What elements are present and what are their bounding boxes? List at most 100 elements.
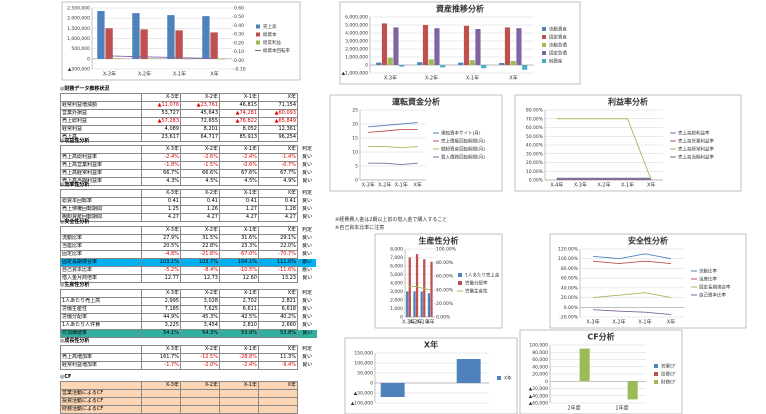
table-cell: 46,815 — [219, 101, 259, 110]
table-cell: 経常利益増減額 — [60, 101, 142, 110]
judgement: 良い — [302, 330, 313, 336]
table-cell: 流動比率 — [60, 234, 142, 243]
table-section: ◎生産性分析 X-3年 X-2年 X-1年 X年 判定 1人あたり売上高 2,995 3,028… — [60, 282, 317, 338]
table-cell: -5.2% — [141, 266, 181, 275]
bar — [458, 62, 464, 65]
chart-title: 利益率分析 — [607, 97, 648, 107]
table-cell: -21.8% — [180, 250, 220, 259]
section-title: ◎生産性分析 — [60, 282, 90, 288]
bar — [202, 16, 210, 59]
judgement: 良い — [301, 243, 312, 249]
table-cell: 売上高増加率 — [60, 353, 142, 362]
table-cell: 104.1% — [219, 258, 259, 267]
bar — [420, 291, 423, 317]
chart-frame — [339, 1, 581, 85]
table-cell: 111.0% — [258, 258, 298, 267]
judgement: 良い — [301, 154, 312, 160]
legend-label: 自己資本比率 — [699, 292, 726, 299]
table-cell: 66.6% — [180, 169, 220, 178]
table-cell — [180, 405, 220, 414]
table-cell: X-2年 — [180, 145, 220, 154]
table-cell: 付加価値率 — [60, 329, 142, 338]
table-cell: 71,154 — [258, 101, 298, 110]
x-tick-label: X-1年 — [395, 182, 408, 189]
table-cell: X-3年 — [141, 226, 181, 235]
table-cell: 固定長期適合率 — [60, 258, 142, 267]
y-tick-label: 120.00% — [558, 247, 579, 253]
legend-swatch — [256, 24, 260, 29]
table-cell — [60, 93, 142, 102]
section-title: ◎CF — [60, 374, 72, 380]
table-cell: -2.0% — [180, 361, 220, 370]
table-cell: 営業活動によるCF — [60, 389, 142, 398]
data-table: X-3年 X-2年 X-1年 X年 判定 売上高増加率 161.7% -12.5% -28.8%… — [60, 345, 317, 370]
judgement: 判定 — [301, 227, 312, 233]
legend-label: 流動資産 — [549, 26, 567, 33]
legend-label: 労働生産性 — [465, 288, 488, 295]
bar — [140, 29, 148, 59]
y2-tick-label: 100.00% — [436, 247, 457, 253]
table-cell: -4.8% — [141, 250, 181, 259]
table-cell: 2,995 — [141, 297, 181, 306]
table-cell: X-1年 — [219, 189, 259, 198]
y-tick-label: 60,000 — [532, 357, 548, 363]
y-tick-label: 150,000 — [354, 351, 373, 357]
bar — [210, 32, 218, 59]
y-tick-label: ▲1,000,000 — [342, 71, 368, 77]
y-tick-label: 0 — [87, 56, 90, 62]
table-cell: ▲76,822 — [219, 117, 259, 126]
table-cell: 3,225 — [141, 321, 181, 330]
table-row: 売上総利益 ▲57,283 72,655 ▲76,822 ▲65,849 — [60, 117, 298, 126]
table-cell: 労働分配率 — [60, 313, 142, 322]
bar — [105, 28, 113, 59]
table-cell: X年 — [258, 381, 298, 390]
y-tick-label: 10 — [352, 150, 358, 156]
table-cell: -11.6% — [258, 266, 298, 275]
table-cell: 営業外損益 — [60, 109, 142, 118]
y-tick-label: 0 — [545, 379, 548, 385]
y-tick-label: ▲50,000 — [354, 391, 373, 397]
table-cell: -2.4% — [219, 361, 259, 370]
table-cell: 自己資本比率 — [60, 266, 142, 275]
legend-swatch — [542, 27, 546, 31]
y-tick-label: 7,000 — [390, 255, 403, 261]
y-tick-label: 500,000 — [71, 46, 90, 52]
table-cell: X-1年 — [219, 226, 259, 235]
table-cell: 72,655 — [180, 117, 220, 126]
table-cell: 1.28 — [258, 205, 298, 214]
judgement: 良い — [301, 251, 312, 257]
line-series — [368, 162, 418, 166]
legend-swatch — [542, 43, 546, 47]
y-tick-label: 80,000 — [532, 350, 548, 356]
table-row: 売上高総利益率 -2.4% -2.6% -2.4% -1.4% 良い — [60, 153, 317, 162]
y-tick-label: 0 — [355, 178, 358, 184]
bar — [175, 30, 183, 59]
y-tick-label: 60.00% — [526, 125, 544, 131]
y-tick-label: 80.00% — [526, 108, 544, 114]
y-tick-label: 0.00% — [564, 305, 579, 311]
table-cell — [180, 397, 220, 406]
line-series — [368, 129, 418, 133]
table-cell: -70.7% — [258, 250, 298, 259]
y-tick-label: 1,000,000 — [345, 55, 368, 61]
y-tick-label: 2,500,000 — [67, 6, 90, 12]
bar — [475, 29, 481, 65]
y-tick-label: 25 — [352, 108, 358, 114]
table-cell: ▲60,093 — [258, 109, 298, 118]
table-cell: 67.7% — [258, 169, 298, 178]
x-tick-label: X-3年 — [362, 182, 375, 189]
table-row: X-3年 X-2年 X-1年 X年 判定 — [60, 226, 317, 235]
table-cell: 13.23 — [258, 274, 298, 283]
table-cell: 経常利益 — [60, 125, 142, 134]
x-tick-label: 2年度 — [567, 405, 580, 412]
table-cell: -67.0% — [219, 250, 259, 259]
table-cell: 1人あたり売上高 — [60, 297, 142, 306]
table-cell: 0.41 — [219, 197, 259, 206]
judgement: 判定 — [301, 190, 312, 196]
y-tick-label: 20.00% — [526, 160, 544, 166]
line-series — [368, 122, 418, 128]
judgement: 良い — [301, 162, 312, 168]
bar — [380, 383, 405, 397]
judgement: 良い — [302, 178, 313, 184]
y-tick-label: 0.00% — [529, 178, 544, 184]
